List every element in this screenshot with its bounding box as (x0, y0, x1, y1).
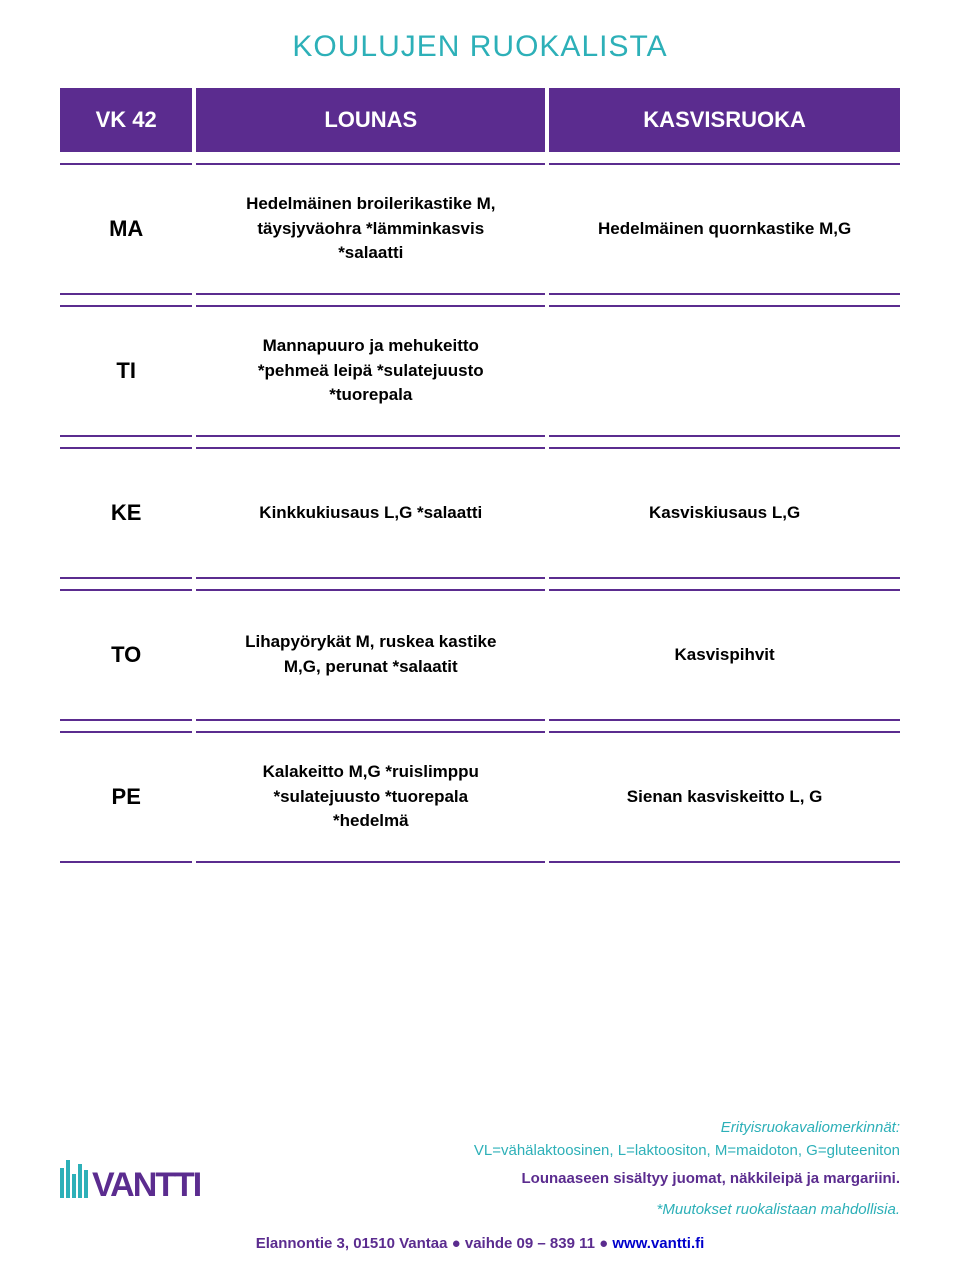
lounas-cell: Kalakeitto M,G *ruislimppu *sulatejuusto… (194, 732, 547, 862)
page-title: KOULUJEN RUOKALISTA (60, 30, 900, 64)
footer-address: Elannontie 3, 01510 Vantaa ● vaihde 09 –… (60, 1235, 900, 1252)
table-row: TIMannapuuro ja mehukeitto *pehmeä leipä… (60, 306, 900, 436)
table-row: KEKinkkukiusaus L,G *salaattiKasviskiusa… (60, 448, 900, 578)
kasvis-cell: Kasvispihvit (547, 590, 900, 720)
table-row: TOLihapyörykät M, ruskea kastike M,G, pe… (60, 590, 900, 720)
day-code: MA (60, 164, 194, 294)
lounas-cell: Hedelmäinen broilerikastike M, täysjyväo… (194, 164, 547, 294)
day-code: KE (60, 448, 194, 578)
kasvis-cell: Hedelmäinen quornkastike M,G (547, 164, 900, 294)
day-code: PE (60, 732, 194, 862)
kasvis-cell: Kasviskiusaus L,G (547, 448, 900, 578)
footer: VANTTI Erityisruokavaliomerkinnät: VL=vä… (60, 1117, 900, 1252)
logo: VANTTI (60, 1150, 250, 1212)
address-text: Elannontie 3, 01510 Vantaa (256, 1235, 452, 1252)
phone-text: vaihde 09 – 839 11 (461, 1235, 599, 1252)
lounas-cell: Lihapyörykät M, ruskea kastike M,G, peru… (194, 590, 547, 720)
legend-title: Erityisruokavaliomerkinnät: (60, 1117, 900, 1140)
header-row: VK 42 LOUNAS KASVISRUOKA (60, 88, 900, 152)
header-lounas: LOUNAS (194, 88, 547, 152)
bullet-icon: ● (599, 1235, 608, 1252)
logo-text: VANTTI (92, 1166, 201, 1204)
lounas-cell: Kinkkukiusaus L,G *salaatti (194, 448, 547, 578)
table-row: MAHedelmäinen broilerikastike M, täysjyv… (60, 164, 900, 294)
header-kasvis: KASVISRUOKA (547, 88, 900, 152)
footer-url: www.vantti.fi (608, 1235, 704, 1252)
menu-table: VK 42 LOUNAS KASVISRUOKA MAHedelmäinen b… (60, 88, 900, 863)
table-row: PEKalakeitto M,G *ruislimppu *sulatejuus… (60, 732, 900, 862)
kasvis-cell: Sienan kasviskeitto L, G (547, 732, 900, 862)
lounas-cell: Mannapuuro ja mehukeitto *pehmeä leipä *… (194, 306, 547, 436)
bullet-icon: ● (452, 1235, 461, 1252)
day-code: TI (60, 306, 194, 436)
header-week: VK 42 (60, 88, 194, 152)
day-code: TO (60, 590, 194, 720)
kasvis-cell (547, 306, 900, 436)
